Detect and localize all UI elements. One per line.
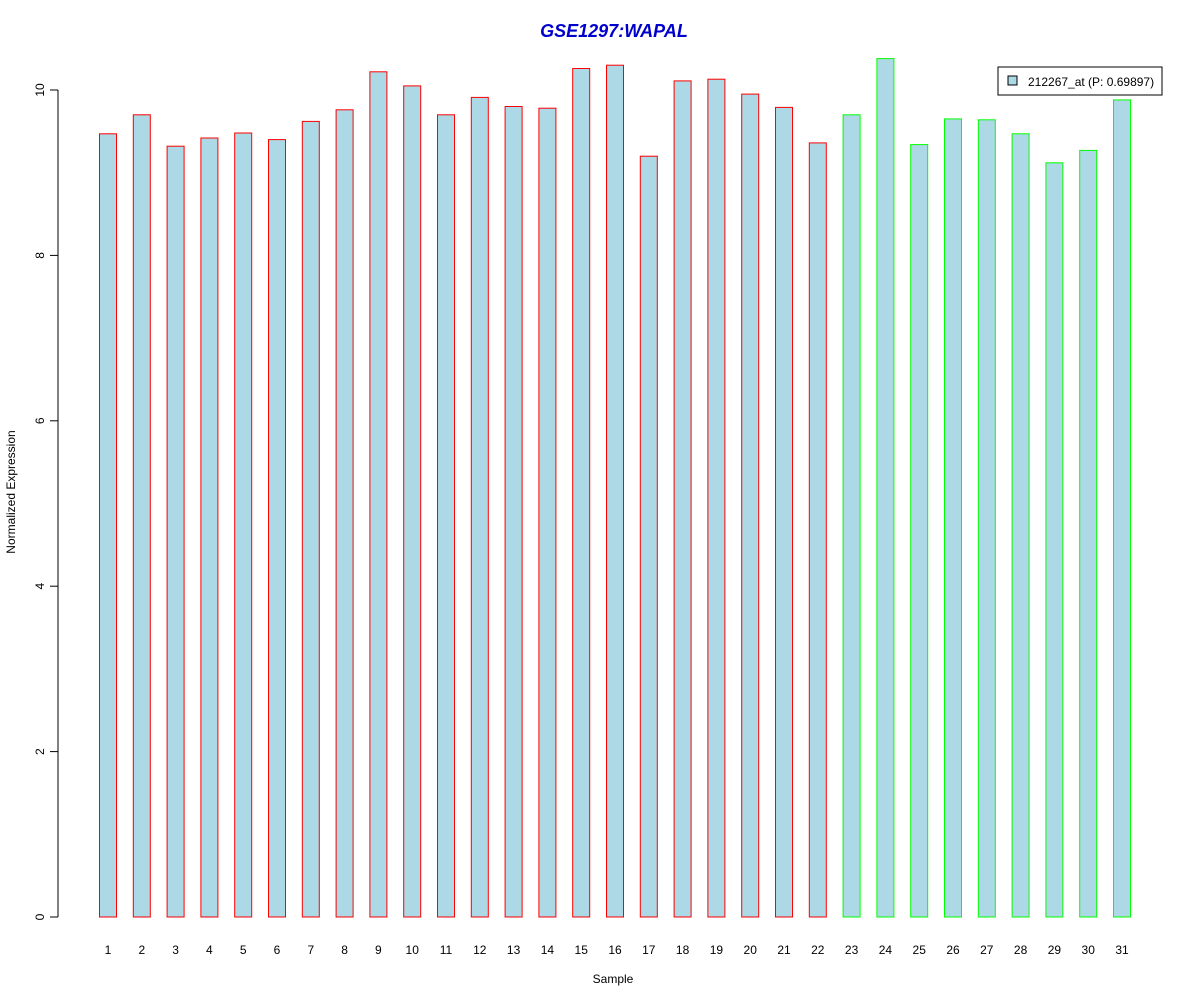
x-tick-label: 3 <box>172 943 179 957</box>
bar-sample-10 <box>403 85 422 918</box>
bar-sample-30 <box>1079 149 1098 918</box>
x-tick-label: 23 <box>845 943 859 957</box>
bar-sample-8 <box>335 109 354 918</box>
legend-box <box>997 66 1163 96</box>
x-axis-label: Sample <box>593 972 634 986</box>
bar-sample-14 <box>538 107 557 918</box>
x-tick-label: 27 <box>980 943 994 957</box>
legend-swatch <box>1007 75 1018 86</box>
x-tick-label: 9 <box>375 943 382 957</box>
bar-sample-9 <box>369 71 388 918</box>
bar-sample-6 <box>268 139 286 918</box>
x-tick-label: 5 <box>240 943 247 957</box>
bar-sample-26 <box>944 118 962 918</box>
x-tick-label: 16 <box>608 943 622 957</box>
bar-sample-31 <box>1113 99 1131 918</box>
bar-sample-25 <box>910 144 929 918</box>
bar-sample-20 <box>741 93 760 918</box>
bar-sample-2 <box>132 114 151 918</box>
bar-sample-16 <box>606 64 624 918</box>
bar-sample-7 <box>301 120 320 918</box>
bar-sample-5 <box>234 132 253 918</box>
x-tick-label: 24 <box>879 943 893 957</box>
x-tick-label: 7 <box>307 943 314 957</box>
legend: 212267_at (P: 0.69897) <box>997 66 1163 96</box>
x-tick-label: 21 <box>777 943 791 957</box>
y-tick-label: 0 <box>33 913 47 920</box>
bar-sample-13 <box>504 106 523 918</box>
x-tick-label: 8 <box>341 943 348 957</box>
x-tick-label: 22 <box>811 943 825 957</box>
x-tick-label: 31 <box>1115 943 1129 957</box>
y-tick-label: 6 <box>33 417 47 424</box>
bar-sample-27 <box>977 119 996 918</box>
bar-sample-11 <box>437 114 455 918</box>
y-tick-label: 4 <box>33 583 47 590</box>
bar-sample-19 <box>707 78 726 918</box>
bar-sample-23 <box>842 114 861 918</box>
bar-sample-29 <box>1045 162 1064 918</box>
y-tick-label: 8 <box>33 252 47 259</box>
bar-sample-17 <box>639 155 658 918</box>
x-tick-label: 12 <box>473 943 487 957</box>
bar-sample-1 <box>99 133 117 918</box>
bar-sample-21 <box>775 106 793 918</box>
y-tick-label: 10 <box>33 83 47 97</box>
bar-sample-4 <box>200 137 219 918</box>
bar-sample-24 <box>876 58 895 918</box>
x-tick-label: 4 <box>206 943 213 957</box>
x-tick-label: 18 <box>676 943 690 957</box>
bar-sample-15 <box>572 68 591 918</box>
x-tick-label: 11 <box>440 943 453 957</box>
bar-sample-12 <box>470 96 489 918</box>
x-tick-label: 17 <box>642 943 656 957</box>
x-tick-label: 10 <box>406 943 420 957</box>
x-tick-label: 25 <box>913 943 927 957</box>
bar-sample-28 <box>1011 133 1030 918</box>
legend-label: 212267_at (P: 0.69897) <box>1028 75 1154 89</box>
y-axis-label: Normalized Expression <box>4 430 18 553</box>
y-axis: 0 2 4 6 8 10 <box>33 83 59 920</box>
x-tick-label: 14 <box>541 943 555 957</box>
bar-sample-3 <box>166 145 185 918</box>
y-tick-label: 2 <box>33 748 47 755</box>
x-tick-label: 1 <box>105 943 112 957</box>
x-tick-label: 30 <box>1082 943 1096 957</box>
x-tick-label: 20 <box>744 943 758 957</box>
bar-sample-18 <box>673 80 692 918</box>
x-tick-label: 15 <box>575 943 589 957</box>
x-tick-label: 29 <box>1048 943 1062 957</box>
x-tick-label: 13 <box>507 943 521 957</box>
x-tick-label: 6 <box>274 943 281 957</box>
bar-sample-22 <box>808 142 827 918</box>
x-tick-label: 28 <box>1014 943 1028 957</box>
bars-group <box>99 58 1131 918</box>
chart-title: GSE1297:WAPAL <box>540 21 688 41</box>
x-tick-label: 2 <box>138 943 145 957</box>
x-tick-label: 26 <box>946 943 960 957</box>
x-tick-labels: 1 2 3 4 5 6 7 8 9 10 11 12 13 14 15 16 17 18 19 20 21 22 23 24 2… <box>105 943 1129 957</box>
x-tick-label: 19 <box>710 943 724 957</box>
